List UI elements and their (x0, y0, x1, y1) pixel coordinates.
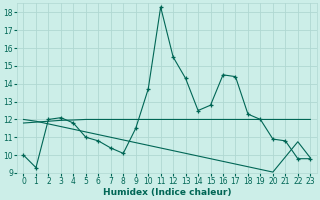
X-axis label: Humidex (Indice chaleur): Humidex (Indice chaleur) (103, 188, 231, 197)
